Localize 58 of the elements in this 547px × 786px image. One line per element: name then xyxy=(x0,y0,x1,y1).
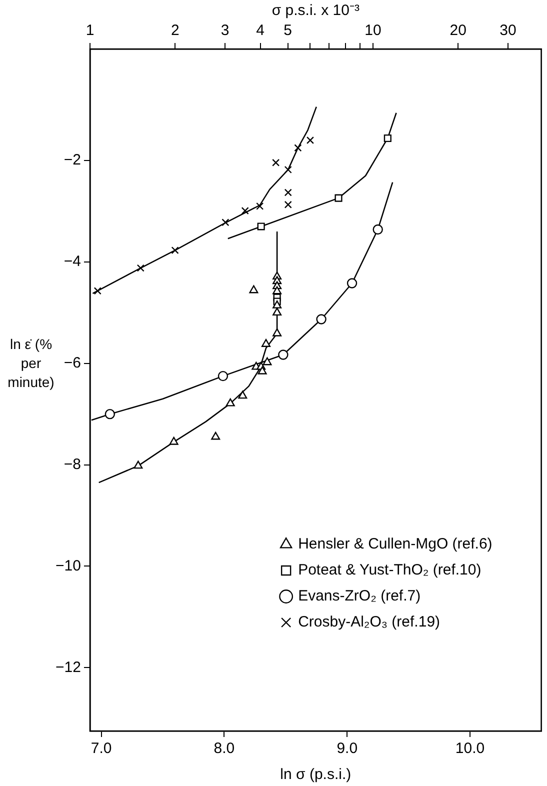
point xyxy=(171,246,179,254)
point xyxy=(262,339,270,347)
x-tick-label: 8.0 xyxy=(214,740,235,758)
point xyxy=(284,200,292,208)
point xyxy=(272,300,282,308)
y-tick-label: −6 xyxy=(64,354,81,372)
x-tick-label: 9.0 xyxy=(336,740,358,758)
legend-label: Crosby-Al₂O₃ (ref.19) xyxy=(298,614,440,631)
point xyxy=(284,166,292,174)
x2-tick-label: 3 xyxy=(220,22,230,40)
point xyxy=(272,286,282,294)
x2-tick-label: 30 xyxy=(500,22,516,40)
x-axis-title: ln σ (p.s.i.) xyxy=(280,766,352,784)
point xyxy=(272,308,282,316)
point xyxy=(316,314,326,324)
point xyxy=(222,218,230,226)
point xyxy=(134,460,143,469)
point xyxy=(256,202,264,210)
point xyxy=(169,436,178,445)
point xyxy=(284,188,292,196)
y-tick-label: −8 xyxy=(64,456,81,473)
point xyxy=(278,350,288,360)
y-tick-label: −2 xyxy=(64,152,81,169)
legend-label: Evans-ZrO₂ (ref.7) xyxy=(298,588,421,605)
point xyxy=(226,398,235,406)
point xyxy=(104,408,116,420)
x2-tick-label: 4 xyxy=(256,22,265,40)
y-tick-label: −10 xyxy=(56,557,81,574)
x2-tick-label: 5 xyxy=(284,22,292,40)
y-axis-title: ln ε̇ (% per minute) xyxy=(6,335,56,392)
point xyxy=(384,134,392,142)
point xyxy=(249,285,258,294)
point xyxy=(262,357,272,366)
x-tick-label: 10.0 xyxy=(455,740,485,758)
y-tick-label: −4 xyxy=(64,253,81,270)
point xyxy=(272,328,282,336)
legend-label: Poteat & Yust-ThO₂ (ref.10) xyxy=(298,562,482,579)
x2-axis-title: σ p.s.i. x 10⁻³ xyxy=(272,2,360,20)
legend-label: Hensler & Cullen-MgO (ref.6) xyxy=(298,536,492,553)
point xyxy=(306,136,314,144)
x2-tick-label: 10 xyxy=(364,22,382,40)
x-tick-label: 7.0 xyxy=(90,740,112,758)
point xyxy=(258,366,267,374)
point xyxy=(218,370,228,382)
point xyxy=(136,264,144,272)
point xyxy=(372,224,383,235)
point xyxy=(241,206,249,215)
point xyxy=(334,194,342,202)
y-tick-label: −12 xyxy=(56,658,81,676)
x2-tick-label: 2 xyxy=(171,22,180,40)
point xyxy=(238,390,248,399)
x2-tick-label: 1 xyxy=(86,22,94,40)
point xyxy=(294,144,302,152)
x2-tick-label: 20 xyxy=(450,22,466,40)
point xyxy=(257,222,265,230)
point xyxy=(272,158,280,166)
point xyxy=(346,278,358,288)
point xyxy=(211,432,220,440)
